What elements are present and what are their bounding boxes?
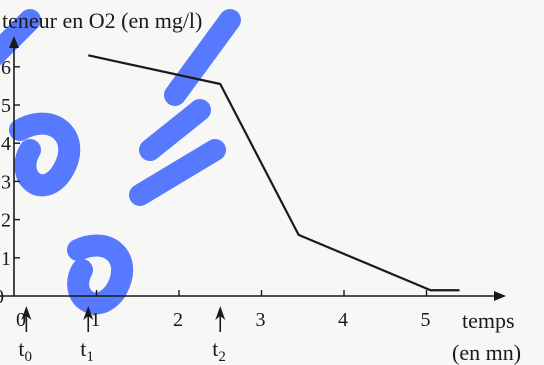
- time-marker: t1: [80, 306, 94, 365]
- y-axis-arrow: [9, 36, 19, 48]
- time-marker-label: t1: [80, 336, 94, 365]
- y-axis-label: teneur en O2 (en mg/l): [2, 8, 202, 33]
- watermark: [0, 9, 241, 315]
- y-tick-label: 6: [1, 57, 11, 79]
- time-marker-label: t2: [212, 336, 226, 365]
- x-tick-label: 1: [91, 309, 101, 331]
- time-marker-arrow-head: [21, 306, 32, 320]
- y-tick-label: 2: [1, 210, 11, 232]
- time-marker: t0: [18, 306, 32, 365]
- time-marker-arrow-head: [83, 306, 94, 320]
- time-markers: t0 t1 t2: [18, 306, 226, 365]
- time-marker-label: t0: [18, 336, 32, 365]
- x-axis-unit-label: (en mn): [452, 340, 521, 365]
- x-tick-label: 4: [338, 309, 348, 331]
- y-tick-label-zero: 0: [0, 286, 4, 308]
- x-axis-arrow: [494, 291, 506, 301]
- x-ticks: 0 1 2 3 4 5: [16, 290, 431, 331]
- x-tick-label: 0: [16, 309, 26, 331]
- x-axis-label: temps: [462, 308, 515, 333]
- x-tick-label: 5: [421, 309, 431, 331]
- x-tick-label: 2: [173, 309, 183, 331]
- time-marker: t2: [212, 306, 226, 365]
- y-tick-label: 4: [1, 133, 11, 155]
- y-ticks: 1 2 3 4 5 6 0: [0, 57, 20, 308]
- time-marker-arrow-head: [215, 306, 226, 320]
- o2-series-line: [88, 54, 460, 292]
- axes: [0, 36, 506, 301]
- y-tick-label: 5: [1, 95, 11, 117]
- y-tick-label: 1: [1, 248, 11, 270]
- x-tick-label: 3: [256, 309, 266, 331]
- y-tick-label: 3: [1, 171, 11, 193]
